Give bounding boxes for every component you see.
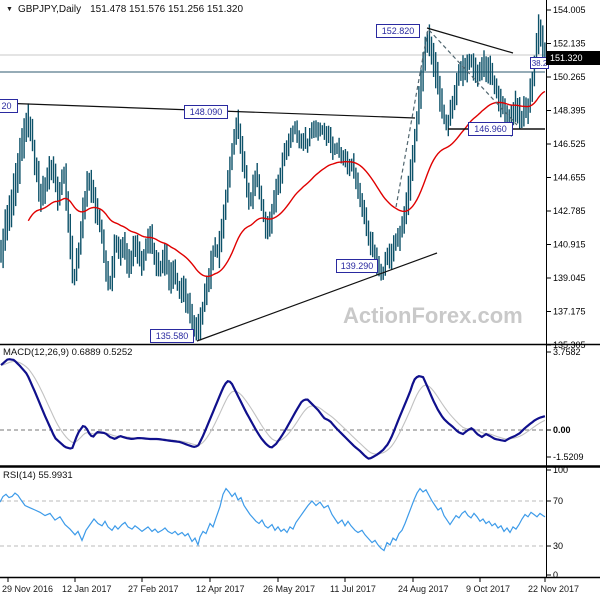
axis-label: 100 [553, 465, 568, 475]
price-annotation[interactable]: 148.090 [184, 105, 228, 119]
price-annotation[interactable]: 139.290 [336, 259, 378, 273]
axis-label: 30 [553, 541, 563, 551]
price-annotation[interactable]: 38.2 [530, 57, 549, 69]
axis-label: 146.525 [553, 139, 586, 149]
date-label: 24 Aug 2017 [398, 584, 449, 594]
axis-label: 3.7582 [553, 347, 581, 357]
date-label: 12 Jan 2017 [62, 584, 112, 594]
price-annotation[interactable]: 152.820 [376, 24, 420, 38]
axis-label: 144.655 [553, 172, 586, 182]
date-label: 26 May 2017 [263, 584, 315, 594]
candlesticks [0, 14, 546, 341]
axis-label: 142.785 [553, 206, 586, 216]
axis-label: 0.00 [553, 425, 571, 435]
ohlc-quote: 151.478 151.576 151.256 151.320 [90, 4, 244, 15]
rsi-indicator-label: RSI(14) 55.9931 [3, 470, 73, 481]
rsi-line [0, 487, 546, 552]
axis-label: 137.175 [553, 306, 586, 316]
price-annotation[interactable]: 146.960 [468, 122, 513, 136]
axis-label: 148.395 [553, 105, 586, 115]
axis-label: 70 [553, 496, 563, 506]
date-label: 22 Nov 2017 [528, 584, 579, 594]
axis-label: 140.915 [553, 239, 586, 249]
watermark: ActionForex.com [343, 303, 523, 328]
chart-title: ▼ GBPJPY,Daily 151.478 151.576 151.256 151… [6, 4, 243, 15]
axis-label: 150.265 [553, 72, 586, 82]
macd-line [0, 358, 546, 460]
axis-label: 152.135 [553, 38, 586, 48]
projection-dashed-line [428, 29, 518, 126]
price-annotation[interactable]: 135.580 [150, 329, 194, 343]
date-label: 27 Feb 2017 [128, 584, 179, 594]
date-label: 11 Jul 2017 [330, 584, 376, 594]
axis-label: 139.045 [553, 273, 586, 283]
axis-label: 0 [553, 570, 558, 580]
symbol-dropdown-icon[interactable]: ▼ [6, 6, 13, 13]
moving-average-line [27, 90, 546, 278]
axis-label: 154.005 [553, 5, 586, 15]
projection-dashed-line [395, 28, 429, 208]
axis-label: -1.5209 [553, 452, 584, 462]
macd-indicator-label: MACD(12,26,9) 0.6889 0.5252 [3, 347, 133, 358]
trendline [196, 252, 438, 342]
date-label: 29 Nov 2016 [2, 584, 53, 594]
current-price-tag: 151.320 [546, 51, 600, 65]
date-label: 9 Oct 2017 [466, 584, 510, 594]
trendline [426, 27, 514, 54]
macd-signal-line [0, 360, 546, 455]
date-label: 12 Apr 2017 [196, 584, 245, 594]
price-annotation[interactable]: 20 [0, 99, 18, 113]
axis-label: 135.305 [553, 340, 586, 350]
symbol-name: GBPJPY,Daily [17, 4, 82, 15]
